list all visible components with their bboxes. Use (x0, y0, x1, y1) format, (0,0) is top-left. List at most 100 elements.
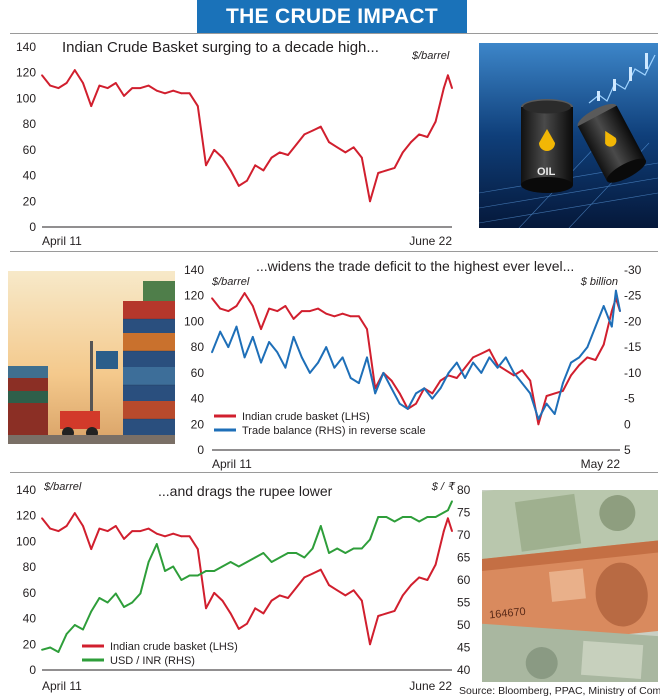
data-point (155, 89, 158, 92)
data-point (545, 395, 548, 397)
data-point (180, 92, 183, 95)
data-point (328, 584, 330, 586)
data-point (385, 516, 388, 518)
chart-title: ...widens the trade deficit to the highe… (256, 258, 574, 274)
data-point (344, 594, 347, 597)
panel-divider (10, 472, 658, 473)
data-point (237, 628, 240, 630)
y-tick-label: 100 (16, 91, 36, 105)
data-point (164, 535, 166, 538)
data-point (172, 532, 175, 535)
data-point (188, 535, 191, 538)
data-point (447, 372, 450, 374)
data-point (295, 552, 298, 554)
data-point (317, 307, 319, 310)
data-point (205, 164, 207, 167)
data-point (229, 612, 232, 615)
data-point (325, 346, 328, 348)
data-point (415, 392, 417, 395)
data-point (65, 633, 68, 635)
data-point (586, 346, 589, 348)
data-point (570, 361, 572, 364)
data-point (260, 328, 262, 330)
data-point (57, 530, 60, 532)
data-point (90, 610, 93, 613)
data-point (211, 297, 213, 300)
y2-tick-label: -20 (624, 314, 642, 328)
y-tick-label: 120 (16, 509, 36, 523)
data-point (229, 561, 232, 563)
series-line-rhs (41, 500, 453, 653)
data-point (393, 167, 396, 169)
data-point (268, 341, 270, 343)
data-point (545, 402, 548, 405)
data-point (488, 356, 491, 359)
data-point (106, 87, 109, 89)
data-point (431, 397, 434, 400)
data-point (344, 151, 347, 154)
data-point (147, 84, 150, 87)
data-point (426, 136, 429, 138)
y-tick-label: 40 (23, 169, 37, 183)
data-point (423, 387, 426, 390)
data-point (562, 382, 564, 384)
y-tick-label: 40 (23, 612, 37, 626)
data-point (262, 612, 265, 615)
data-point (65, 525, 68, 527)
legend-label: Indian crude basket (LHS) (110, 641, 238, 653)
data-point (529, 392, 532, 395)
data-point (155, 543, 158, 545)
data-point (480, 372, 483, 374)
data-point (49, 646, 52, 649)
data-point (553, 392, 556, 395)
x-start-label: April 11 (42, 234, 82, 248)
data-point (295, 586, 298, 589)
data-point (418, 520, 421, 523)
y-tick-label: 60 (23, 586, 37, 600)
y-tick-label: 80 (23, 560, 37, 574)
data-point (451, 500, 453, 503)
data-point (358, 315, 360, 318)
data-point (447, 74, 449, 77)
data-point (303, 133, 306, 136)
x-end-label: June 22 (409, 679, 452, 693)
source-note: Source: Bloomberg, PPAC, Ministry of Com… (459, 685, 660, 697)
data-point (336, 547, 339, 550)
data-point (333, 366, 336, 369)
x-start-label: April 11 (42, 679, 82, 693)
data-point (390, 387, 393, 390)
data-point (336, 146, 339, 149)
data-point (369, 643, 371, 646)
data-point (352, 547, 355, 550)
y-tick-label: 100 (184, 314, 204, 328)
data-point (537, 423, 540, 426)
y-tick-label: 0 (29, 220, 36, 234)
data-point (90, 548, 93, 550)
data-point (349, 377, 352, 379)
container-port-photo (8, 271, 175, 444)
data-point (246, 561, 248, 563)
data-point (243, 292, 246, 294)
data-point (41, 648, 43, 651)
data-point (415, 402, 417, 405)
data-point (41, 517, 43, 520)
data-point (139, 592, 142, 595)
y-tick-label: 20 (191, 417, 205, 431)
data-point (213, 149, 216, 151)
legend-label: USD / INR (RHS) (110, 655, 195, 667)
data-point (270, 156, 273, 159)
data-point (455, 377, 458, 379)
y-tick-label: 0 (29, 663, 36, 677)
data-point (442, 530, 445, 532)
data-point (139, 530, 142, 532)
data-point (341, 356, 344, 359)
data-point (164, 570, 166, 572)
data-point (300, 310, 303, 312)
data-point (434, 120, 437, 123)
data-point (521, 369, 523, 372)
data-point (377, 615, 380, 617)
data-point (442, 511, 445, 514)
data-point (57, 87, 60, 89)
y2-tick-label: -25 (624, 289, 642, 303)
series-line-lhs (41, 512, 453, 646)
